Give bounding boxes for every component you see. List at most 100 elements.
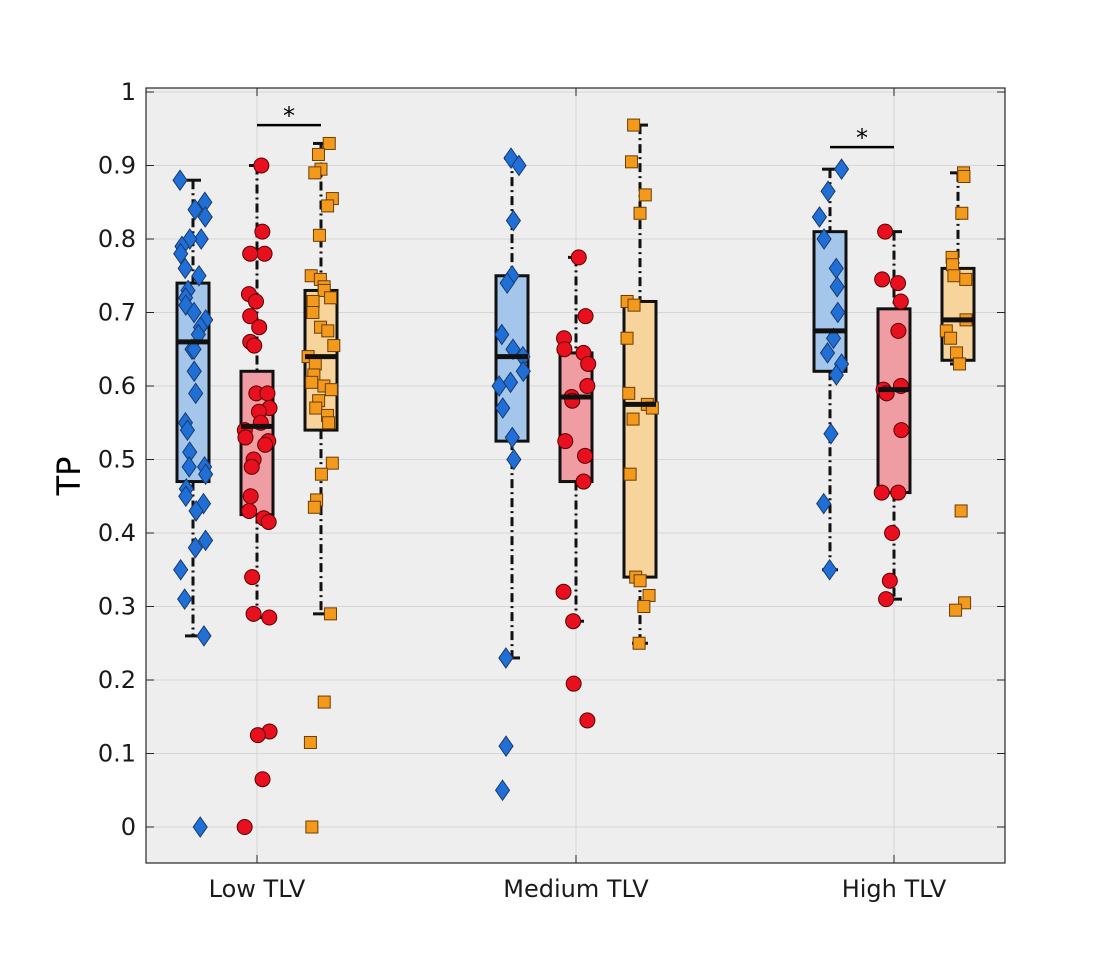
data-point — [247, 293, 264, 310]
data-point — [186, 301, 202, 324]
data-point — [874, 271, 891, 288]
data-point — [638, 188, 652, 202]
data-point — [580, 355, 597, 372]
y-tick-label: 0.9 — [98, 152, 136, 180]
data-point — [325, 456, 339, 470]
x-tick-label: Low TLV — [209, 875, 306, 903]
data-point — [949, 603, 963, 617]
data-point — [187, 198, 203, 221]
data-point — [575, 473, 592, 490]
data-point — [830, 301, 846, 324]
data-point — [177, 257, 193, 280]
y-tick-label: 0.4 — [98, 519, 136, 547]
data-point — [322, 416, 336, 430]
data-point — [494, 323, 510, 346]
data-point — [498, 647, 514, 669]
data-point — [254, 771, 271, 788]
data-point — [947, 269, 961, 283]
data-point — [243, 458, 260, 475]
data-point — [494, 779, 511, 802]
data-point — [632, 636, 646, 650]
data-point — [179, 419, 196, 441]
data-point — [197, 529, 214, 552]
data-point — [246, 337, 263, 354]
data-point — [317, 695, 331, 709]
data-point — [244, 569, 261, 586]
data-point — [556, 341, 573, 358]
data-point — [504, 426, 520, 449]
iqr-box — [876, 307, 912, 495]
y-tick-label: 0 — [121, 813, 136, 841]
box-series-2-2 — [876, 230, 912, 601]
data-point — [241, 502, 258, 519]
data-points — [172, 118, 974, 838]
data-point — [242, 245, 259, 262]
data-point — [622, 386, 636, 400]
iqr-box — [622, 299, 658, 579]
data-point — [511, 154, 527, 177]
data-point — [959, 272, 973, 286]
data-point — [173, 558, 189, 581]
y-tick-label: 0.6 — [98, 372, 136, 400]
data-point — [321, 324, 335, 338]
y-axis-label: TP — [50, 457, 88, 497]
x-tick-label: High TLV — [842, 875, 947, 903]
data-point — [196, 625, 212, 647]
data-point — [192, 816, 208, 838]
data-point — [892, 293, 909, 310]
data-point — [314, 467, 328, 481]
data-point — [495, 397, 511, 419]
data-point — [307, 500, 321, 514]
data-point — [253, 157, 270, 174]
data-point — [191, 264, 207, 287]
data-point — [499, 272, 515, 294]
data-point — [565, 613, 582, 630]
data-point — [178, 485, 194, 508]
data-point — [256, 245, 273, 262]
box-series-3-1 — [622, 123, 658, 645]
data-point — [305, 820, 319, 834]
data-point — [565, 675, 582, 692]
data-point — [944, 331, 958, 345]
data-point — [245, 605, 262, 622]
data-point — [833, 158, 850, 181]
y-axis: 0 0.1 0.2 0.3 0.4 0.5 0.6 0.7 0.8 0.9 1 — [98, 78, 1005, 841]
data-point — [188, 500, 204, 522]
data-point — [884, 525, 901, 541]
data-point — [197, 206, 213, 228]
data-point — [498, 735, 514, 758]
data-point — [828, 364, 844, 386]
data-point — [829, 275, 845, 298]
data-point — [242, 488, 259, 505]
y-tick-label: 1 — [121, 78, 136, 106]
data-point — [873, 484, 890, 501]
x-axis: Low TLV Medium TLV High TLV — [209, 88, 947, 903]
data-point — [186, 360, 202, 383]
data-point — [187, 536, 204, 559]
data-point — [811, 206, 828, 228]
data-point — [308, 357, 322, 371]
data-point — [579, 378, 596, 394]
data-point — [260, 513, 277, 530]
data-point — [237, 429, 254, 446]
y-tick-label: 0.1 — [98, 740, 136, 768]
data-point — [308, 166, 322, 180]
data-point — [311, 147, 325, 161]
data-point — [261, 609, 278, 626]
data-point — [324, 291, 338, 305]
data-point — [816, 228, 832, 250]
data-point — [249, 727, 266, 744]
data-point — [627, 118, 641, 132]
data-point — [254, 223, 271, 240]
data-point — [198, 463, 214, 486]
data-point — [820, 180, 836, 203]
y-tick-label: 0.2 — [98, 666, 136, 694]
data-point — [579, 712, 596, 729]
data-point — [172, 169, 188, 192]
data-point — [821, 558, 838, 581]
data-point — [309, 401, 323, 415]
data-point — [823, 422, 839, 445]
data-point — [322, 136, 336, 150]
data-point — [620, 331, 634, 345]
